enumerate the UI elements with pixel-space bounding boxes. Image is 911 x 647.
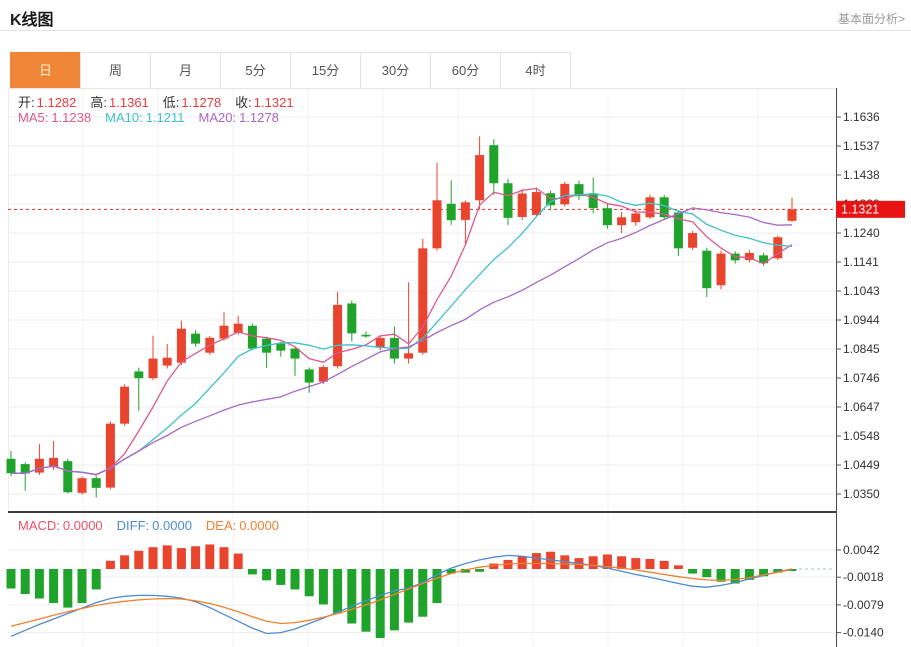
header-divider: [0, 30, 911, 31]
ma20-legend: MA20: 1.1278: [198, 110, 279, 125]
main-chart-canvas[interactable]: 1.16361.15371.14381.13391.12401.11411.10…: [0, 88, 911, 513]
price-axis-label: 1.1141: [843, 255, 879, 269]
price-axis-label: 1.0944: [843, 313, 880, 327]
price-axis-label: 1.0647: [843, 400, 880, 414]
tab-周[interactable]: 周: [80, 52, 151, 89]
macd-value-legend: MACD: 0.0000: [18, 518, 103, 533]
tab-日[interactable]: 日: [10, 52, 81, 89]
dea-line: [10, 562, 793, 627]
tab-60分[interactable]: 60分: [430, 52, 501, 89]
price-axis-label: 1.0746: [843, 371, 880, 385]
macd-axis-label: -0.0018: [843, 570, 884, 584]
candles: [6, 136, 797, 498]
tab-30分[interactable]: 30分: [360, 52, 431, 89]
page-title: K线图: [10, 12, 54, 29]
period-tab-bar: 日周月 5分 15分 30分 60分 4时: [10, 52, 571, 89]
ma5-line: [10, 187, 793, 476]
high-legend: 高: 1.1361: [90, 95, 149, 110]
tab-5分[interactable]: 5分: [220, 52, 291, 89]
tab-15分[interactable]: 15分: [290, 52, 361, 89]
ma-legend: MA5: 1.1238 MA10: 1.1211 MA20: 1.1278: [18, 110, 293, 125]
price-axis-label: 1.1636: [843, 110, 880, 124]
price-axis-label: 1.1438: [843, 168, 880, 182]
price-axis-label: 1.0350: [843, 487, 880, 501]
svg-text:1.1321: 1.1321: [841, 202, 879, 216]
ohlc-legend: 开: 1.1282 高: 1.1361 低: 1.1278 收: 1.1321: [18, 92, 308, 111]
fundamental-analysis-link[interactable]: 基本面分析>: [837, 12, 905, 26]
price-axis-label: 1.0449: [843, 458, 880, 472]
price-axis-label: 1.0548: [843, 429, 880, 443]
low-legend: 低: 1.1278: [162, 95, 222, 110]
diff-value-legend: DIFF: 0.0000: [116, 518, 192, 533]
price-axis-label: 1.1537: [843, 139, 880, 153]
price-axis-label: 1.0845: [843, 342, 880, 356]
macd-axis-label: -0.0140: [843, 626, 884, 640]
macd-axis-label: 0.0042: [843, 543, 880, 557]
ma10-legend: MA10: 1.1211: [105, 110, 185, 125]
ma20-line: [10, 207, 793, 476]
price-axis-label: 1.1240: [843, 226, 880, 240]
price-axis-label: 1.1043: [843, 284, 880, 298]
open-legend: 开: 1.1282: [18, 95, 77, 110]
close-legend: 收: 1.1321: [235, 95, 294, 110]
macd-legend: MACD: 0.0000 DIFF: 0.0000 DEA: 0.0000: [18, 518, 293, 533]
diff-line: [10, 554, 793, 637]
current-price-tag: 1.1321: [836, 200, 905, 218]
macd-chart-canvas[interactable]: 0.0042 -0.0018 -0.0079 -0.0140: [0, 513, 911, 647]
ma5-legend: MA5: 1.1238: [18, 110, 92, 125]
tab-月[interactable]: 月: [150, 52, 221, 89]
dea-value-legend: DEA: 0.0000: [205, 518, 280, 533]
macd-axis-label: -0.0079: [843, 598, 884, 612]
tab-4时[interactable]: 4时: [500, 52, 571, 89]
